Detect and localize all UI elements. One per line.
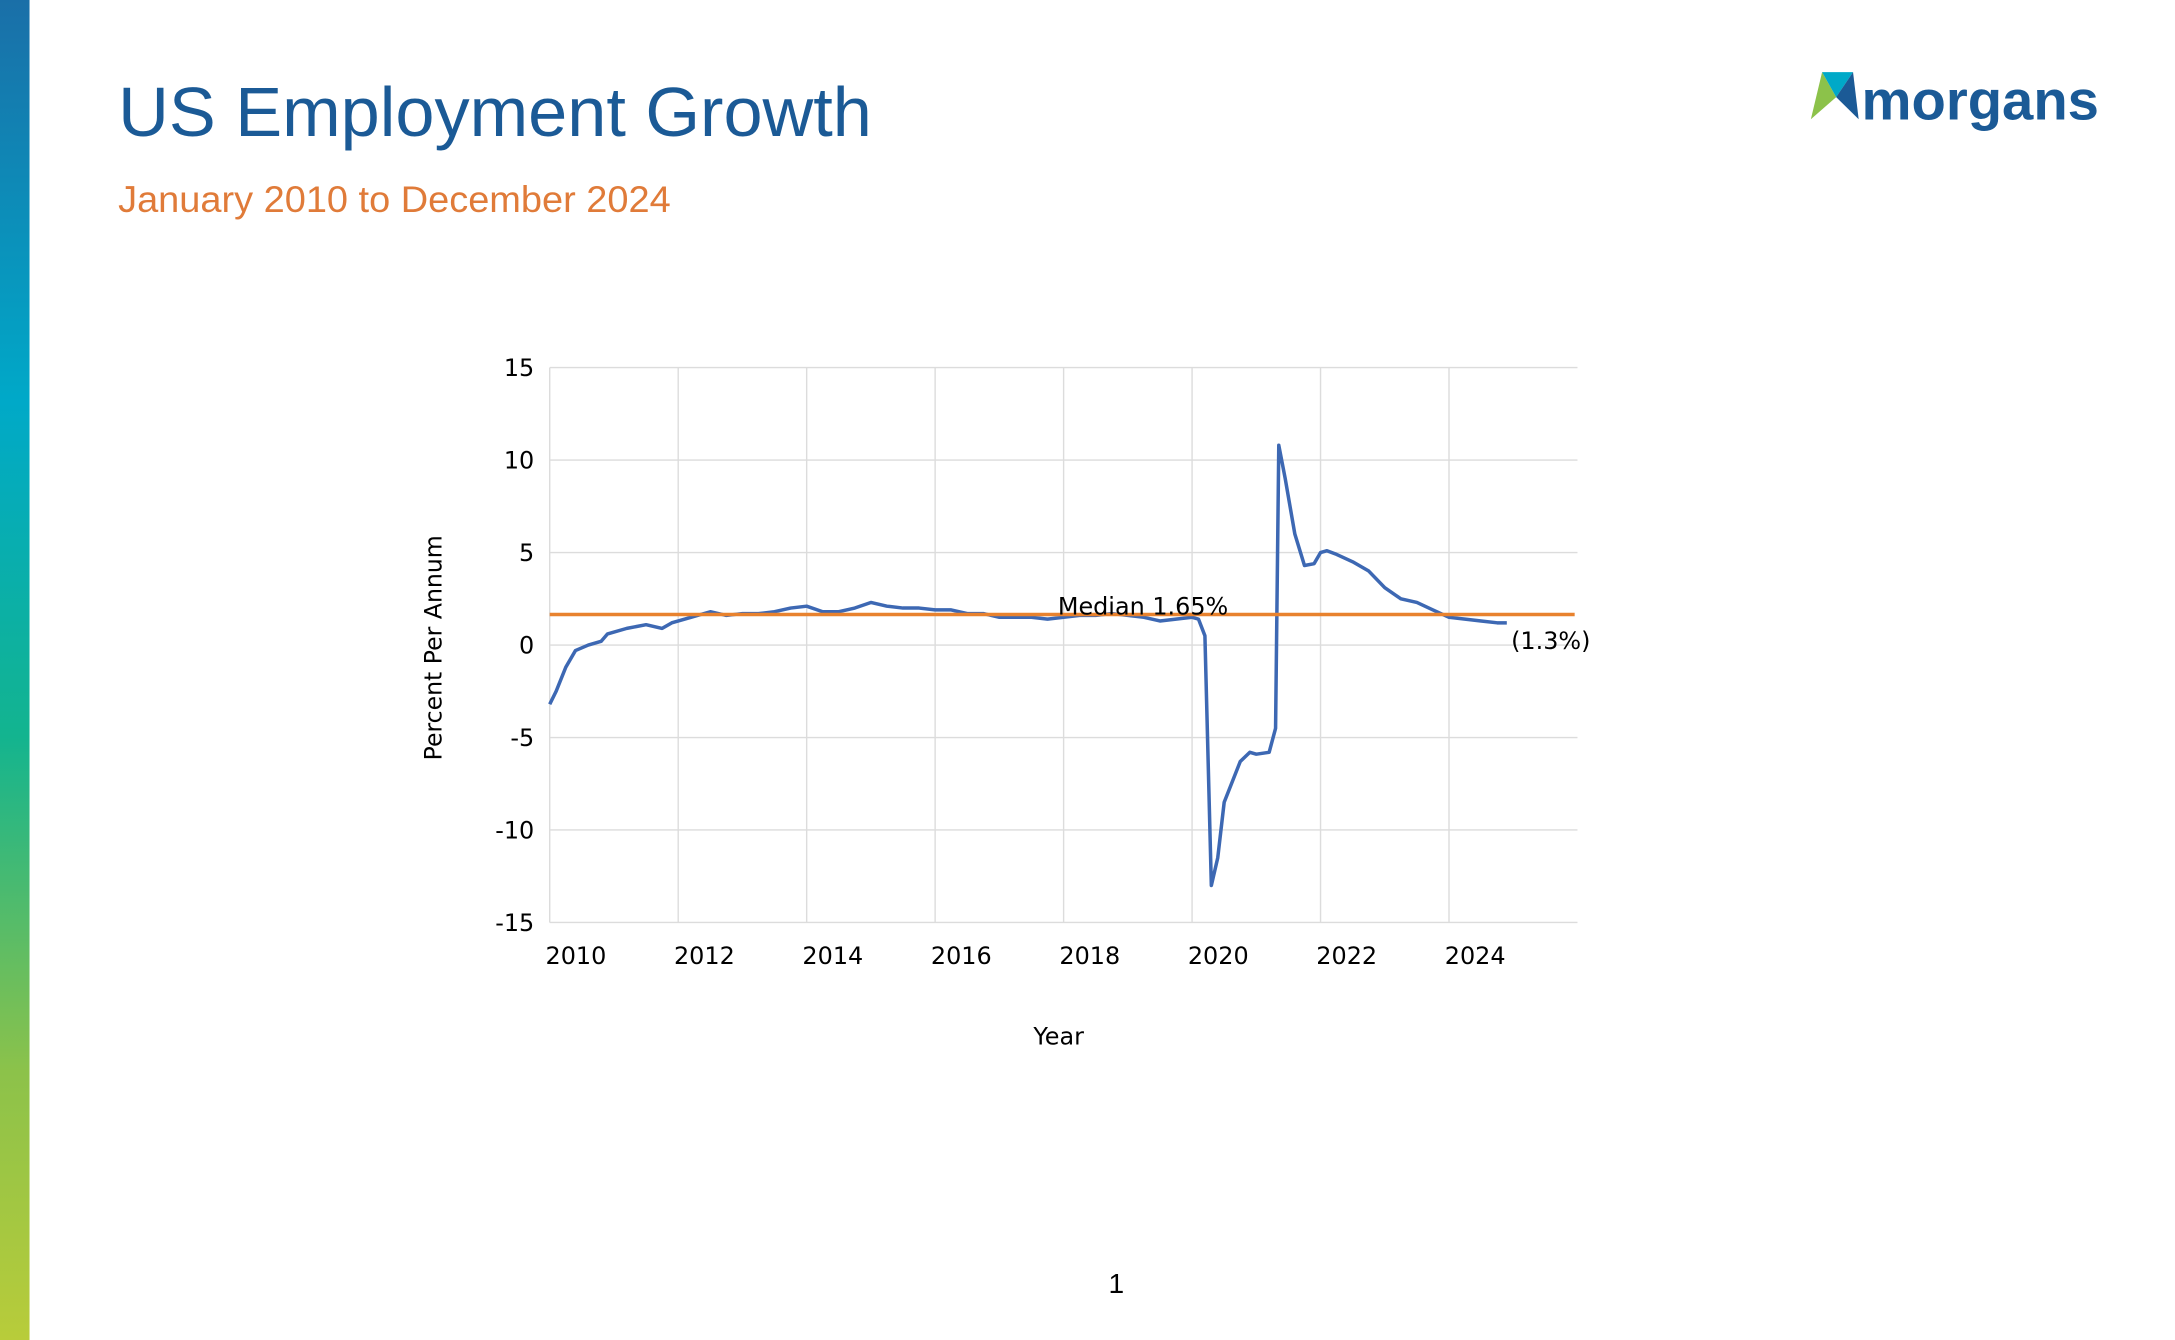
x-tick-label: 2014: [802, 942, 863, 970]
subtitle: January 2010 to December 2024: [118, 178, 671, 220]
logo: morgans: [1810, 69, 2099, 132]
y-tick-label: -10: [495, 816, 534, 844]
y-tick-label: -15: [495, 909, 534, 937]
x-tick-label: 2016: [931, 942, 992, 970]
y-axis-label: Percent Per Annum: [419, 535, 447, 760]
last-value-label: (1.3%): [1511, 627, 1590, 655]
median-label: Median 1.65%: [1058, 593, 1228, 621]
x-tick-label: 2020: [1188, 942, 1249, 970]
y-tick-label: 10: [504, 447, 534, 475]
title: US Employment Growth: [118, 73, 872, 150]
x-tick-label: 2022: [1316, 942, 1377, 970]
y-tick-label: 5: [519, 539, 534, 567]
x-tick-label: 2012: [674, 942, 735, 970]
y-tick-label: 0: [519, 632, 534, 660]
x-tick-label: 2018: [1059, 942, 1120, 970]
x-tick-label: 2010: [546, 942, 607, 970]
data-line: [548, 443, 1507, 888]
page-number: 1: [1109, 1268, 1125, 1299]
y-tick-label: -5: [510, 724, 534, 752]
side-bar: [0, 0, 30, 1340]
x-axis-label: Year: [1032, 1023, 1084, 1051]
logo-text: morgans: [1861, 69, 2098, 132]
chart: -15 -10 -5 0 5 10 15 2010 2012 2014 2016 2018 2020 20…: [419, 354, 1590, 1050]
y-tick-label: 15: [504, 354, 534, 382]
x-tick-label: 2024: [1445, 942, 1506, 970]
